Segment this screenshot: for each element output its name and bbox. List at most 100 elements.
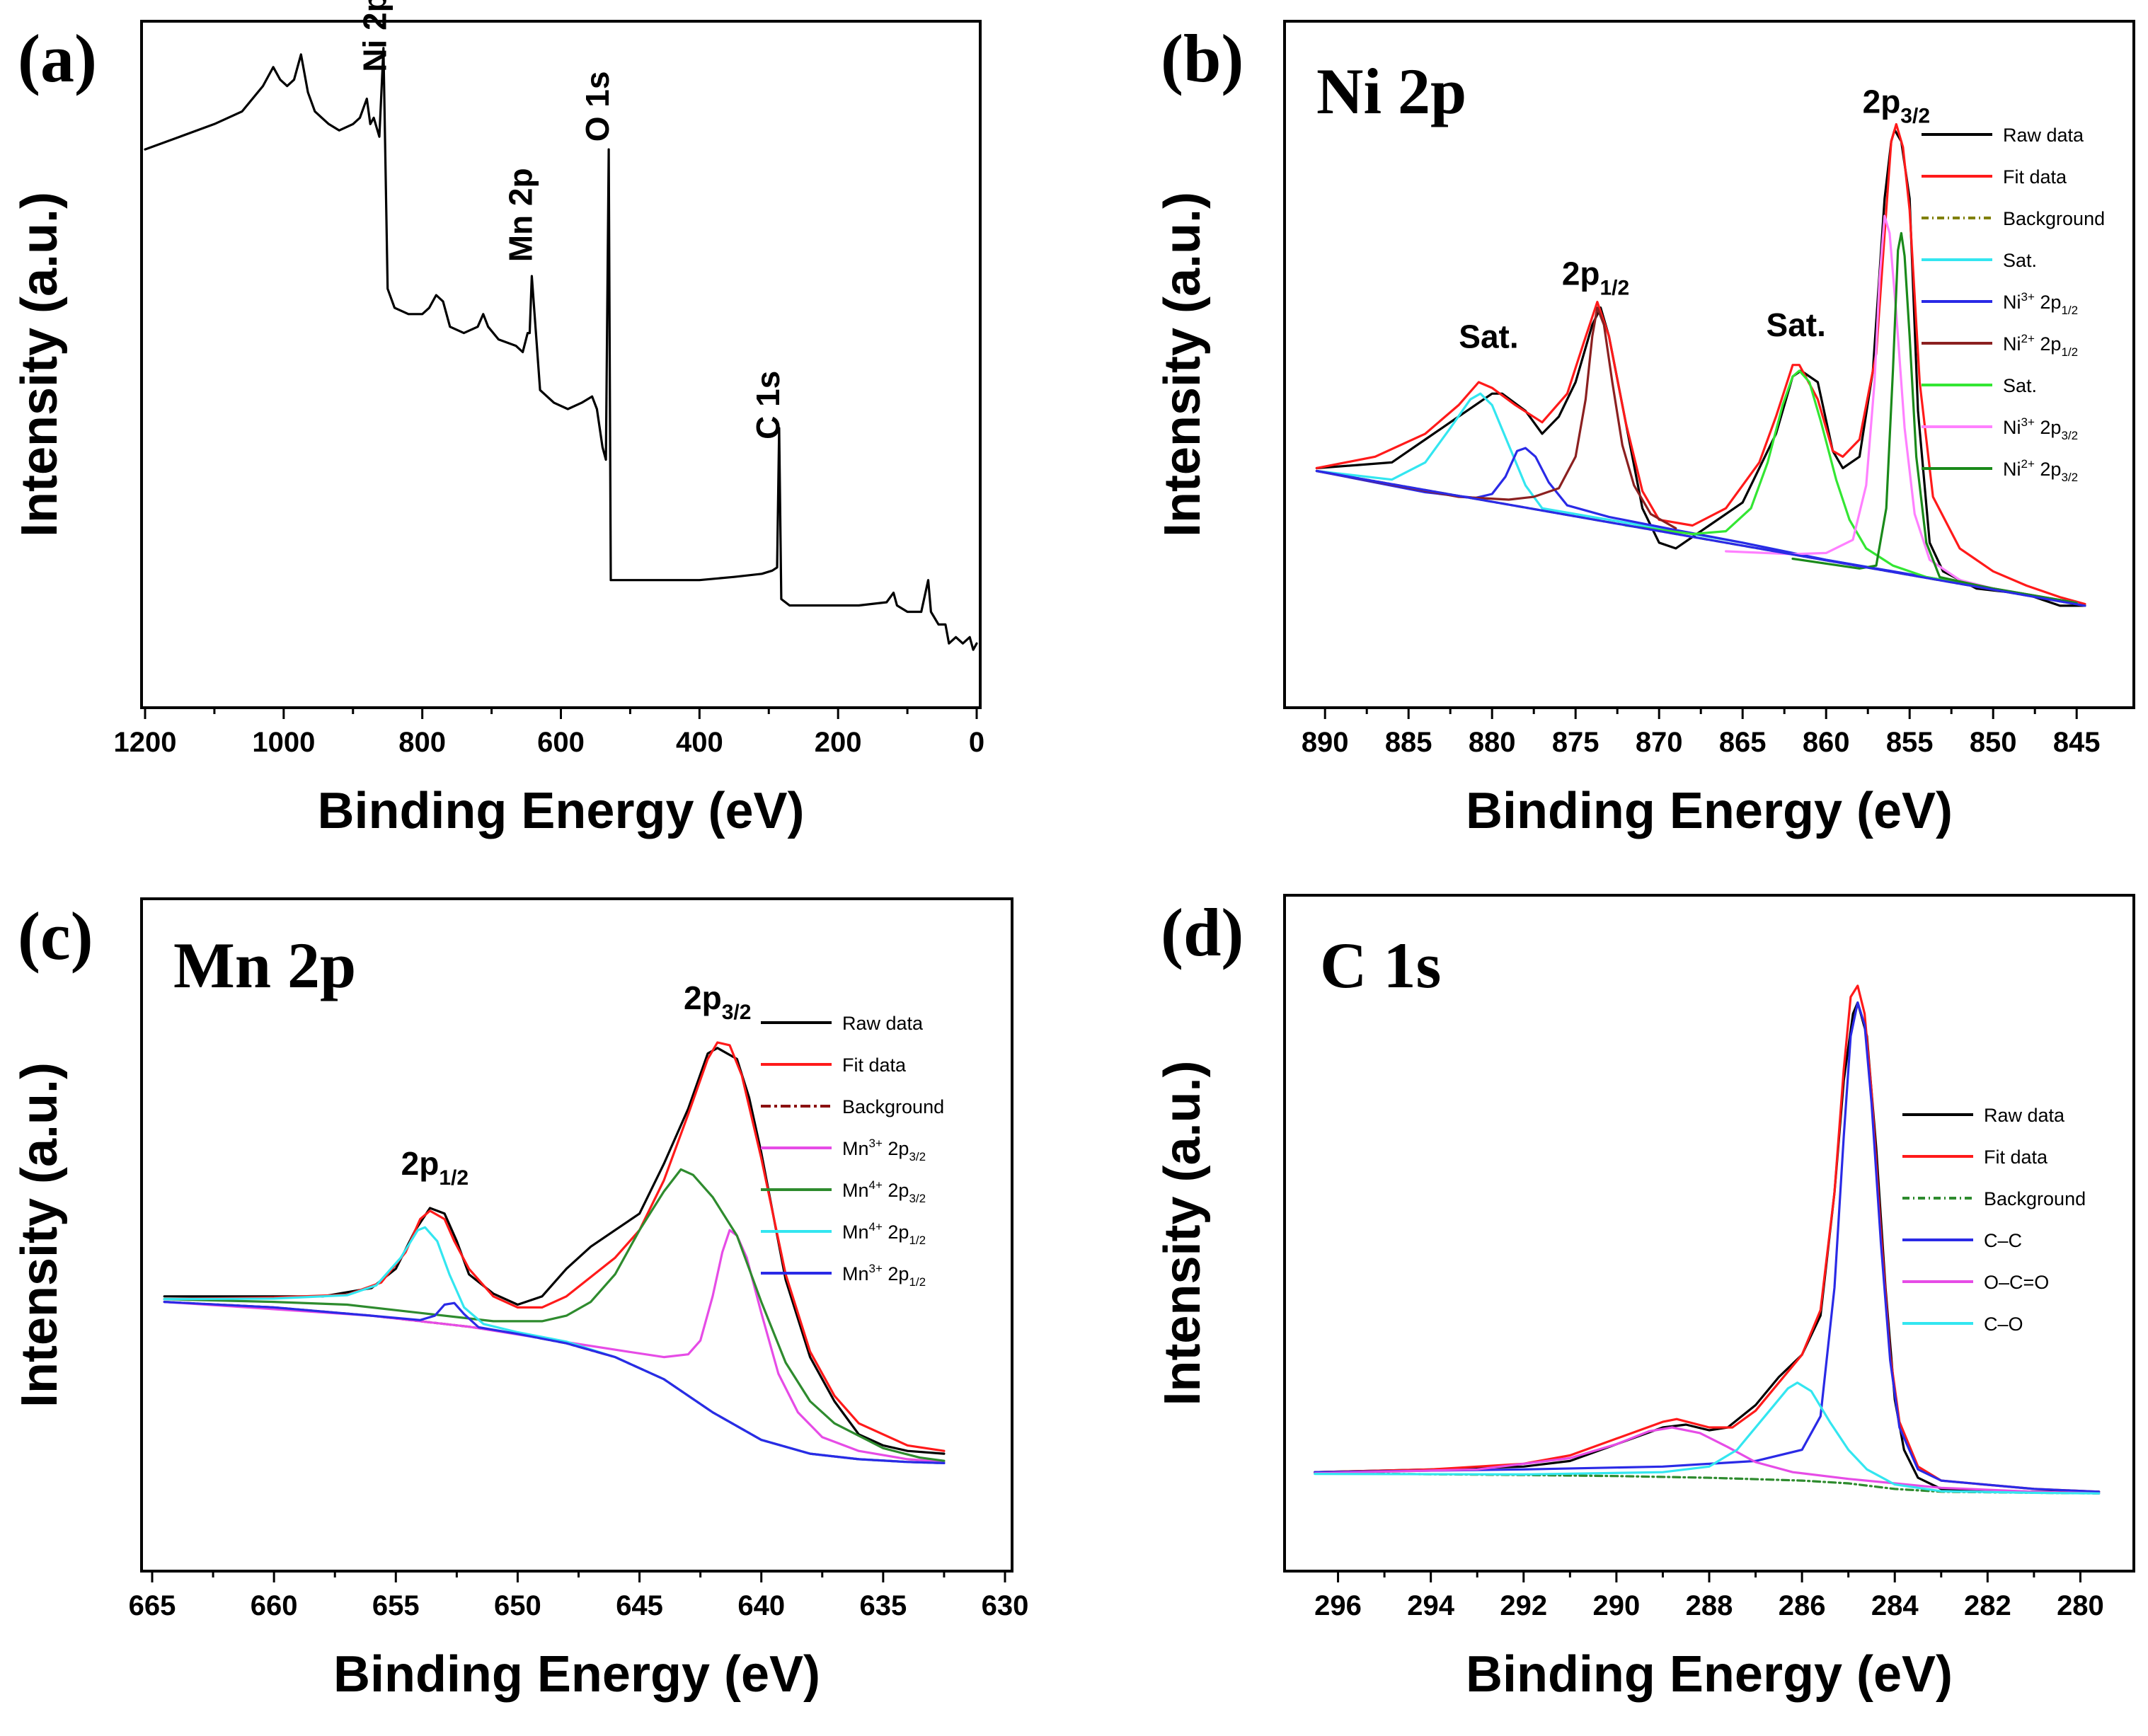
legend-label-c: Fit data bbox=[842, 1054, 907, 1076]
legend-label-b: Sat. bbox=[2003, 375, 2037, 396]
peak-annotation-a: Ni 2p bbox=[357, 0, 394, 72]
x-tick-label-d: 294 bbox=[1407, 1590, 1454, 1621]
x-tick-label-b: 870 bbox=[1636, 727, 1683, 758]
series-line-d-1 bbox=[1314, 984, 2101, 1493]
legend-label-d: Fit data bbox=[1984, 1146, 2048, 1168]
legend-label-d: C–O bbox=[1984, 1314, 2023, 1335]
legend-label-b: Ni3+ 2p3/2 bbox=[2003, 415, 2078, 442]
y-axis-label-b: Intensity (a.u.) bbox=[1154, 192, 1211, 537]
legend-label-b: Ni3+ 2p1/2 bbox=[2003, 290, 2078, 317]
legend-label-d: O–C=O bbox=[1984, 1272, 2049, 1293]
x-tick-label-c: 640 bbox=[737, 1590, 785, 1621]
x-tick-label-a: 1200 bbox=[114, 727, 177, 758]
legend-label-c: Mn3+ 2p3/2 bbox=[842, 1137, 926, 1163]
x-tick-label-c: 660 bbox=[251, 1590, 298, 1621]
y-axis-label-c: Intensity (a.u.) bbox=[11, 1062, 68, 1408]
x-tick-label-a: 800 bbox=[398, 727, 446, 758]
series-line-c-1 bbox=[163, 1041, 946, 1452]
legend-label-b: Ni2+ 2p3/2 bbox=[2003, 457, 2078, 484]
x-tick-label-d: 282 bbox=[1964, 1590, 2011, 1621]
x-tick-label-a: 200 bbox=[815, 727, 862, 758]
legend-label-b: Raw data bbox=[2003, 125, 2084, 146]
series-line-a-0 bbox=[144, 47, 978, 651]
panel-title-b: Ni 2p bbox=[1316, 55, 1466, 127]
x-tick-label-d: 292 bbox=[1500, 1590, 1547, 1621]
legend-label-b: Background bbox=[2003, 208, 2105, 229]
x-tick-label-d: 288 bbox=[1686, 1590, 1733, 1621]
x-axis-label-a: Binding Energy (eV) bbox=[317, 783, 804, 839]
x-tick-label-c: 645 bbox=[616, 1590, 663, 1621]
x-tick-label-d: 290 bbox=[1593, 1590, 1641, 1621]
series-line-b-7 bbox=[1725, 214, 2078, 604]
peak-annotation-b: Sat. bbox=[1459, 318, 1518, 355]
panel-label-a: (a) bbox=[18, 21, 97, 96]
legend-label-b: Fit data bbox=[2003, 166, 2067, 188]
x-tick-label-a: 1000 bbox=[252, 727, 315, 758]
series-line-d-4 bbox=[1314, 1426, 2101, 1495]
series-line-c-3 bbox=[163, 1229, 946, 1464]
x-tick-label-d: 296 bbox=[1314, 1590, 1362, 1621]
series-line-c-0 bbox=[163, 1047, 946, 1455]
panel-title-c: Mn 2p bbox=[173, 929, 356, 1001]
peak-annotation-a: O 1s bbox=[579, 71, 616, 142]
y-axis-label-d: Intensity (a.u.) bbox=[1154, 1060, 1211, 1406]
series-line-b-8 bbox=[1791, 231, 2078, 604]
x-tick-label-c: 650 bbox=[494, 1590, 541, 1621]
peak-annotation-b: Sat. bbox=[1767, 306, 1826, 343]
series-line-b-1 bbox=[1315, 122, 2086, 606]
series-line-b-5 bbox=[1315, 306, 1677, 530]
peak-annotation-a: C 1s bbox=[749, 371, 786, 439]
x-tick-label-b: 845 bbox=[2053, 727, 2101, 758]
panel-b-ni-2p: 890 885 880 875 870 865 860 855 850 845 Binding En… bbox=[1154, 20, 2135, 839]
legend-label-d: C–C bbox=[1984, 1230, 2022, 1251]
panel-label-c: (c) bbox=[18, 898, 93, 974]
x-tick-label-c: 665 bbox=[129, 1590, 176, 1621]
series-line-b-3 bbox=[1315, 392, 2078, 604]
panel-label-b: (b) bbox=[1161, 21, 1244, 96]
x-tick-label-c: 630 bbox=[982, 1590, 1029, 1621]
legend-label-c: Mn3+ 2p1/2 bbox=[842, 1262, 926, 1289]
series-line-b-9 bbox=[1315, 469, 2086, 607]
legend-label-c: Mn4+ 2p1/2 bbox=[842, 1220, 926, 1247]
plot-frame-c bbox=[140, 897, 1013, 1573]
legend-label-c: Raw data bbox=[842, 1013, 924, 1034]
x-axis-label-b: Binding Energy (eV) bbox=[1466, 783, 1953, 839]
peak-annotation-c: 2p3/2 bbox=[684, 979, 751, 1024]
plot-frame-b bbox=[1283, 20, 2135, 709]
panel-c-mn-2p: 665 660 655 650 645 640 635 630 Binding Energy (… bbox=[11, 897, 1029, 1703]
legend-label-c: Mn4+ 2p3/2 bbox=[842, 1178, 926, 1205]
series-line-d-3 bbox=[1314, 1001, 2101, 1493]
x-tick-label-a: 600 bbox=[537, 727, 585, 758]
legend-label-b: Sat. bbox=[2003, 250, 2037, 271]
y-axis-label-a: Intensity (a.u.) bbox=[11, 192, 68, 537]
x-tick-label-d: 286 bbox=[1779, 1590, 1826, 1621]
peak-annotation-b: 2p1/2 bbox=[1562, 255, 1629, 299]
legend-label-c: Background bbox=[842, 1096, 944, 1117]
panel-d-c-1s: 296 294 292 290 288 286 284 282 280 Binding Energ… bbox=[1154, 894, 2135, 1703]
panel-title-d: C 1s bbox=[1320, 929, 1441, 1001]
x-tick-label-b: 875 bbox=[1552, 727, 1599, 758]
series-line-b-6 bbox=[1624, 369, 2078, 604]
legend-label-d: Raw data bbox=[1984, 1105, 2065, 1126]
series-line-c-5 bbox=[163, 1226, 946, 1464]
x-axis-label-d: Binding Energy (eV) bbox=[1466, 1646, 1953, 1703]
legend-label-d: Background bbox=[1984, 1188, 2086, 1209]
peak-annotation-c: 2p1/2 bbox=[401, 1145, 469, 1190]
peak-annotation-b: 2p3/2 bbox=[1863, 83, 1930, 127]
peak-annotation-a: Mn 2p bbox=[502, 168, 539, 262]
x-tick-label-b: 890 bbox=[1302, 727, 1349, 758]
x-tick-label-b: 850 bbox=[1970, 727, 2017, 758]
x-axis-label-c: Binding Energy (eV) bbox=[333, 1646, 820, 1703]
series-line-c-6 bbox=[163, 1301, 946, 1464]
x-tick-label-b: 855 bbox=[1886, 727, 1934, 758]
x-tick-label-b: 880 bbox=[1469, 727, 1516, 758]
x-tick-label-c: 635 bbox=[859, 1590, 907, 1621]
panel-label-d: (d) bbox=[1161, 895, 1244, 970]
panel-a-survey: 1200 1000 800 600 400 200 0 Binding Energy (eV)… bbox=[11, 0, 984, 839]
x-tick-label-a: 400 bbox=[676, 727, 723, 758]
x-tick-label-d: 284 bbox=[1871, 1590, 1919, 1621]
x-tick-label-a: 0 bbox=[969, 727, 984, 758]
x-tick-label-c: 655 bbox=[372, 1590, 420, 1621]
series-line-b-0 bbox=[1315, 129, 2086, 607]
